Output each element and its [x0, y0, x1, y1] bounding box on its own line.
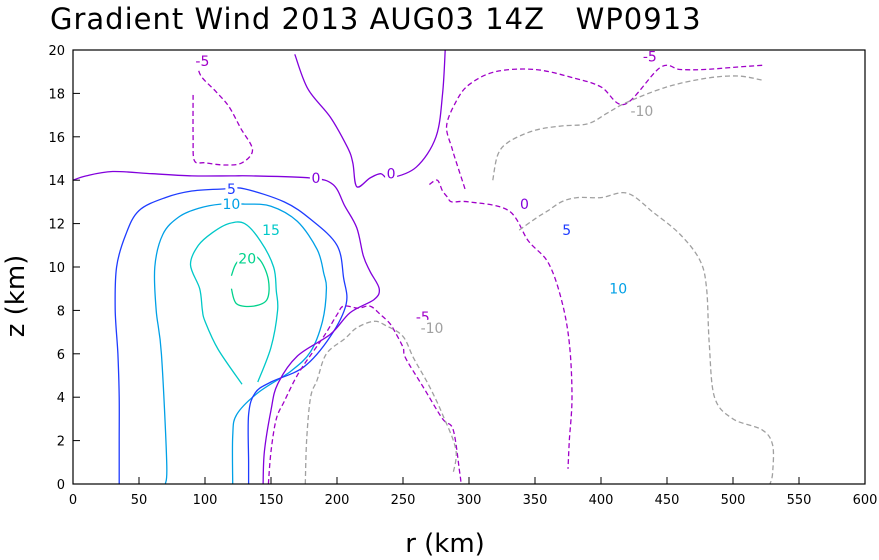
contour-line-neg10-12	[492, 75, 764, 181]
contour-line-neg10-10	[304, 320, 457, 485]
contour-layer	[72, 49, 775, 485]
contour-label-11: 10	[609, 282, 627, 298]
contour-line-5-3	[114, 187, 348, 484]
contour-label-bg-9	[518, 196, 531, 213]
y-tick-label-5: 10	[48, 261, 65, 276]
x-tick-label-0: 0	[69, 493, 77, 508]
plot-frame	[72, 49, 866, 485]
y-tick-label-1: 2	[57, 435, 65, 450]
x-tick-label-5: 250	[391, 493, 416, 508]
contour-label-0: -5	[195, 54, 209, 70]
y-tick-label-9: 18	[48, 87, 65, 102]
y-tick-label-7: 14	[48, 174, 65, 189]
contour-label-bg-4	[221, 196, 242, 213]
x-tick-label-3: 150	[259, 493, 284, 508]
contour-line-neg5-6	[192, 62, 254, 166]
contour-line-neg5-9	[445, 64, 764, 190]
contour-line-neg10-11	[518, 191, 775, 485]
x-axis: 0 50 100 150 200 250 300 350 400 450 500 550 600	[69, 477, 878, 508]
contour-line-neg5-7	[267, 305, 462, 485]
contour-label-bg-6	[237, 250, 258, 267]
contour-label-3: 5	[227, 182, 236, 198]
contour-label-bg-3	[225, 180, 238, 197]
contour-label-1: 0	[311, 171, 320, 187]
contour-label-bg-10	[560, 222, 573, 239]
contour-label-6: 20	[238, 251, 256, 267]
contour-label-bg-8	[418, 319, 446, 336]
x-tick-label-4: 200	[325, 493, 350, 508]
contour-line-10-2	[153, 202, 328, 485]
contour-label-4: 10	[222, 197, 240, 213]
y-tick-label-3: 6	[57, 348, 65, 363]
x-tick-label-7: 350	[523, 493, 548, 508]
contour-label-bg-0	[192, 52, 213, 69]
y-tick-label-0: 0	[57, 478, 65, 493]
y-axis-title: z (km)	[1, 255, 31, 338]
x-tick-label-10: 500	[721, 493, 746, 508]
x-tick-label-2: 100	[193, 493, 218, 508]
contour-label-13: -10	[630, 104, 653, 120]
x-tick-label-1: 50	[131, 493, 148, 508]
y-axis: 0 2 4 6 8 10 12 14 16 18 20	[48, 44, 80, 493]
y-tick-label-10: 20	[48, 44, 65, 59]
contour-label-9: 0	[520, 197, 529, 213]
contour-line-0-5	[294, 49, 446, 188]
chart-title: Gradient Wind 2013 AUG03 14Z WP0913	[50, 2, 702, 36]
contour-label-bg-1	[309, 170, 322, 186]
y-tick-label-6: 12	[48, 218, 65, 233]
contour-line-neg5-8	[429, 179, 573, 469]
y-tick-label-2: 4	[57, 391, 65, 406]
x-tick-label-8: 400	[589, 493, 614, 508]
contour-line-0-4	[72, 170, 381, 485]
contour-label-8: -10	[421, 321, 444, 337]
contour-label-bg-5	[261, 222, 281, 239]
y-tick-label-4: 8	[57, 304, 65, 319]
contour-label-2: 0	[387, 167, 396, 183]
x-tick-label-9: 450	[655, 493, 680, 508]
y-tick-label-8: 16	[48, 131, 65, 146]
x-axis-title: r (km)	[405, 529, 485, 559]
contour-line-15-1	[189, 221, 279, 385]
contour-label-bg-2	[385, 165, 398, 182]
contour-label-12: -5	[643, 50, 657, 66]
contour-label-10: 5	[562, 223, 571, 239]
contour-label-5: 15	[262, 223, 280, 239]
contour-label-bg-13	[627, 102, 656, 119]
contour-label-bg-12	[639, 48, 660, 65]
x-tick-label-11: 550	[787, 493, 812, 508]
contour-label-bg-11	[608, 280, 629, 297]
x-tick-label-12: 600	[853, 493, 878, 508]
x-tick-label-6: 300	[457, 493, 482, 508]
